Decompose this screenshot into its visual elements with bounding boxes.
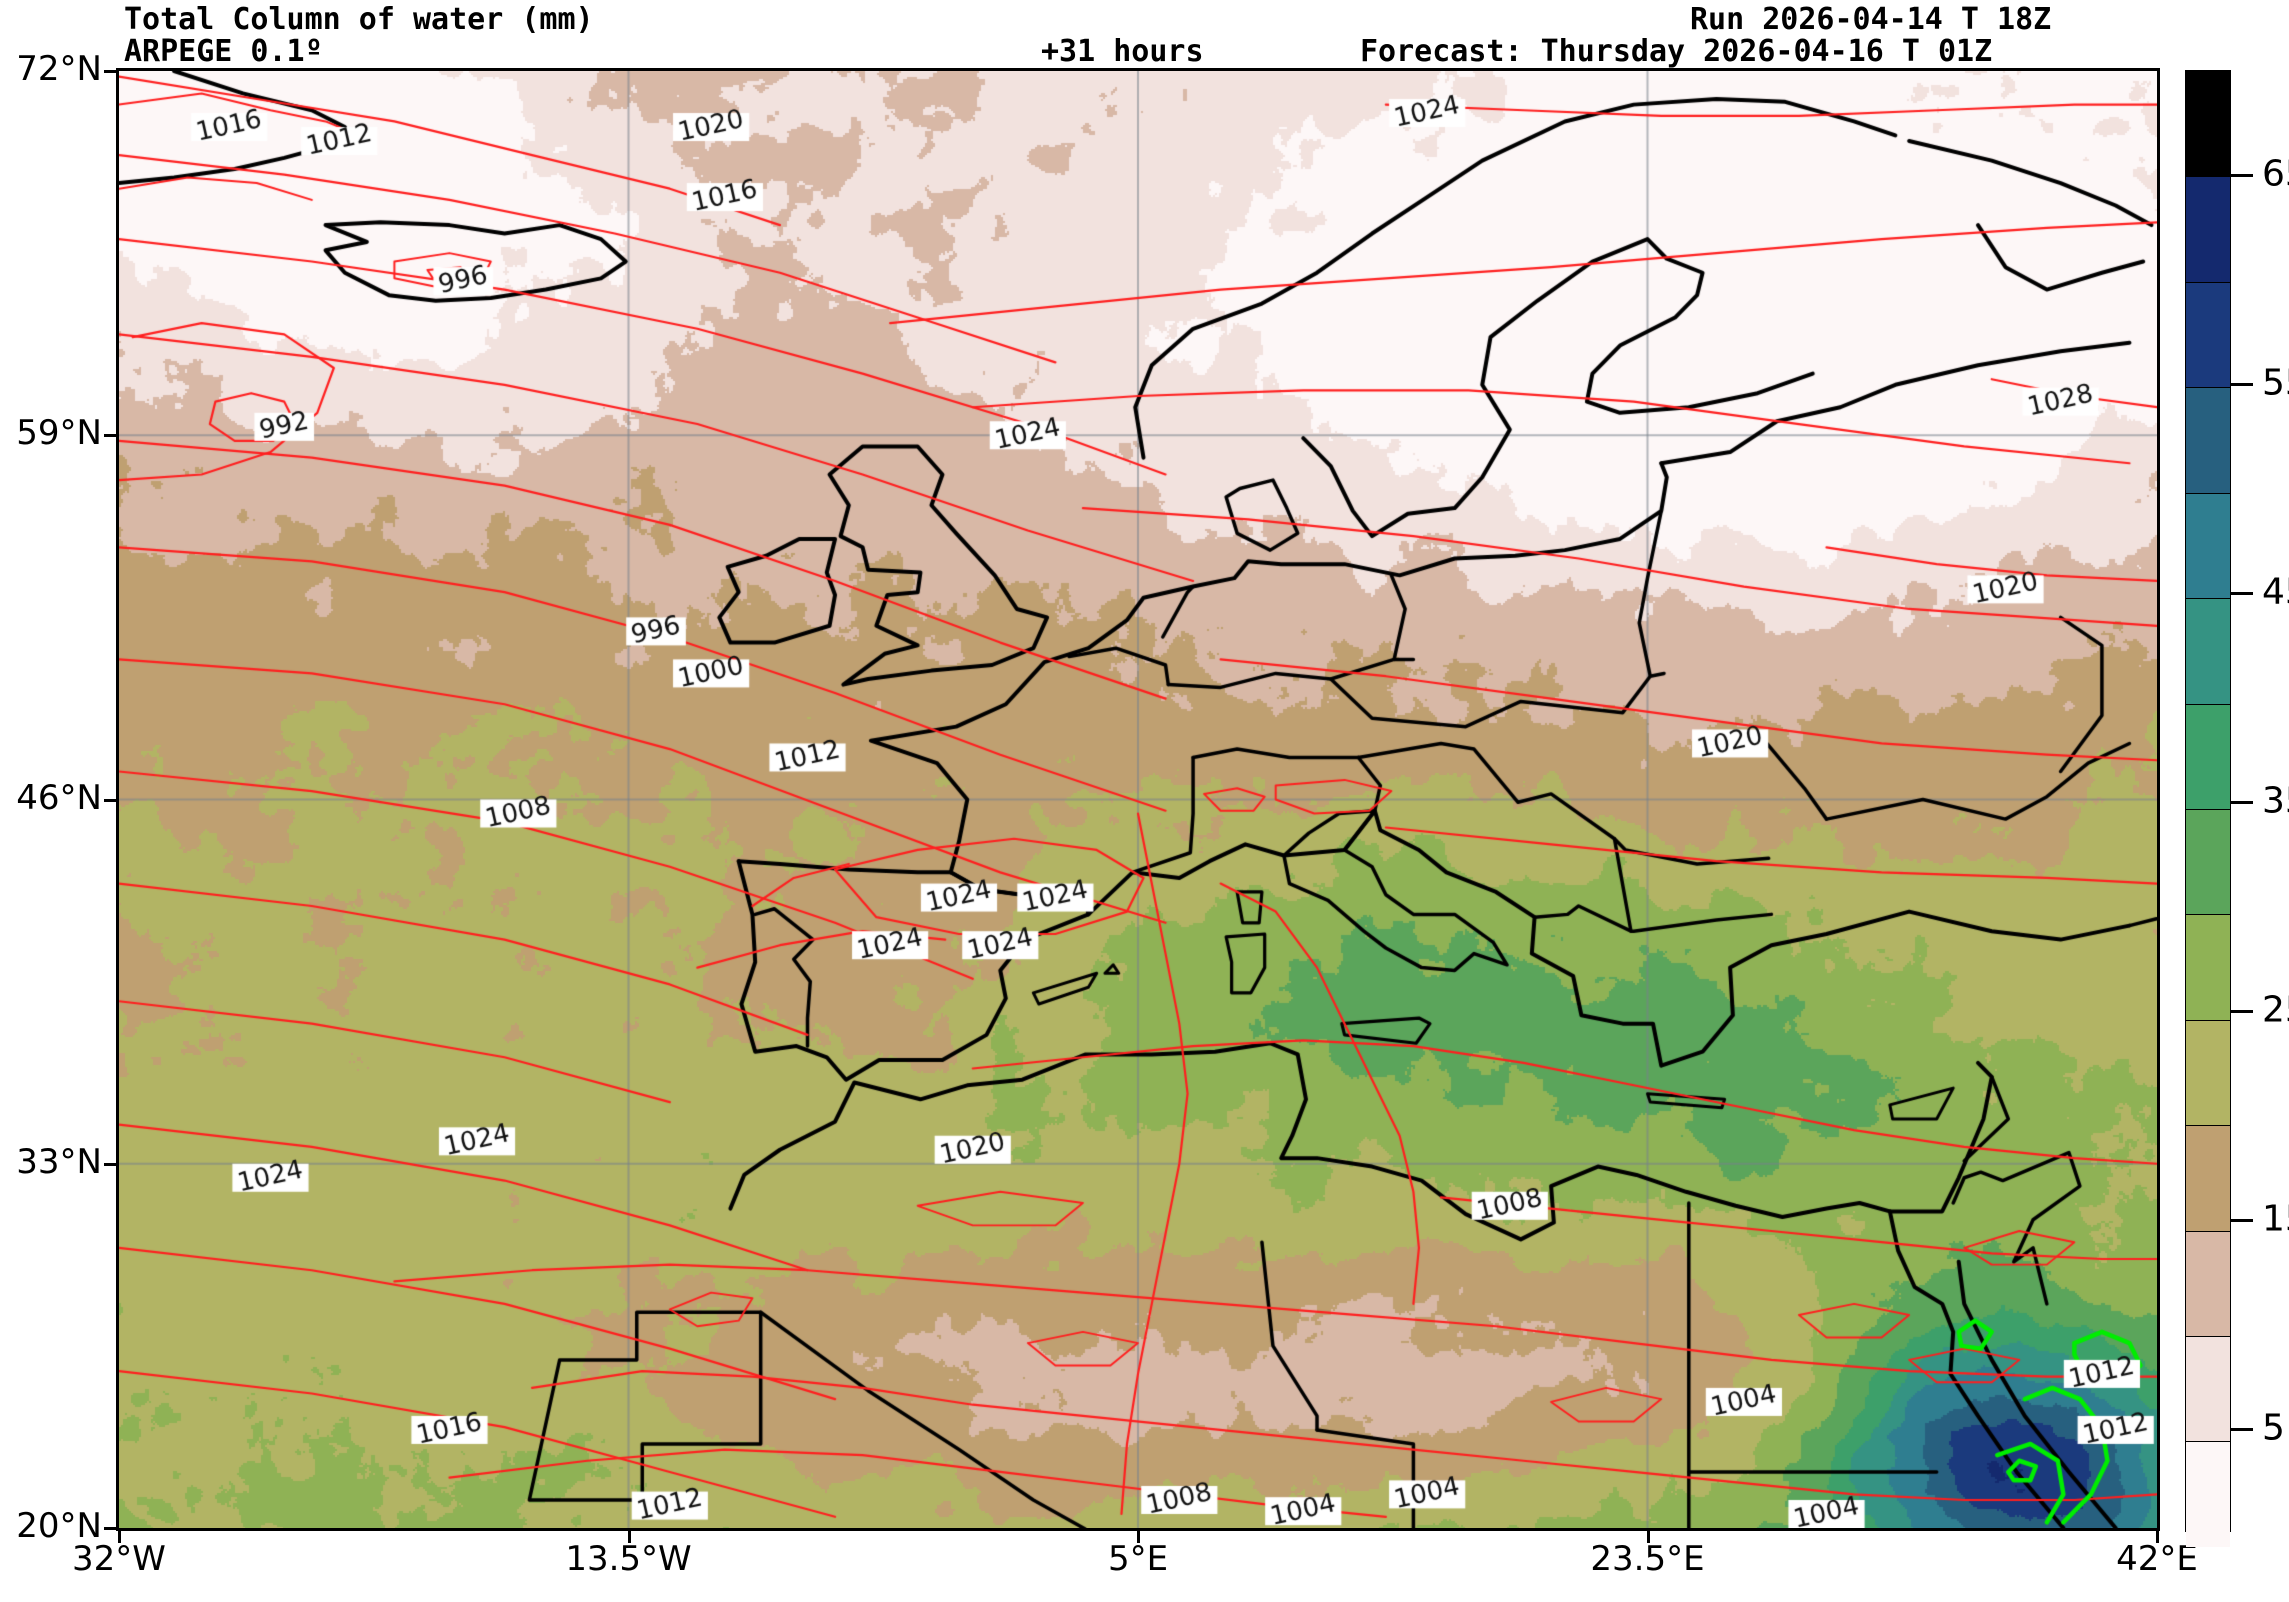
colorbar-band (2186, 598, 2230, 704)
colorbar-tick-label: 5 (2262, 1407, 2285, 1449)
colorbar-tick-label: 45 (2262, 571, 2289, 613)
y-axis-tick (104, 798, 116, 802)
forecast-label: Forecast: Thursday 2026-04-16 T 01Z (1360, 34, 1993, 69)
colorbar-tick (2231, 383, 2253, 387)
colorbar-band (2186, 1441, 2230, 1547)
y-axis-tick (104, 70, 116, 73)
x-axis-tick-label: 23.5°E (1590, 1539, 1705, 1579)
model-label: ARPEGE 0.1º (124, 34, 323, 69)
colorbar-tick-label: 35 (2262, 780, 2289, 822)
x-axis-tick-label: 42°E (2116, 1539, 2198, 1579)
weather-map-canvas[interactable] (119, 71, 2157, 1528)
y-axis-tick (104, 1162, 116, 1166)
colorbar-band (2186, 1019, 2230, 1126)
x-axis-tick (2156, 1531, 2159, 1543)
y-axis-tick (104, 1527, 116, 1530)
colorbar-tick (2231, 1218, 2253, 1222)
colorbar-tick (2231, 174, 2253, 178)
colorbar-band (2186, 1336, 2230, 1442)
colorbar-band (2186, 1230, 2230, 1337)
colorbar-band (2186, 387, 2230, 493)
x-axis-tick (627, 1531, 631, 1543)
y-axis-tick-label: 33°N (16, 1141, 102, 1182)
colorbar-tick (2231, 1427, 2253, 1431)
x-axis-tick-label: 5°E (1107, 1539, 1169, 1579)
colorbar-tick-label: 15 (2262, 1198, 2289, 1240)
colorbar-band (2186, 176, 2230, 282)
map-panel[interactable] (116, 68, 2160, 1531)
colorbar-band (2186, 281, 2230, 388)
y-axis-tick (104, 434, 116, 438)
y-axis-tick-label: 59°N (16, 413, 102, 454)
colorbar-band (2186, 914, 2230, 1020)
x-axis-tick-label: 32°W (72, 1539, 166, 1579)
x-axis-tick (118, 1531, 121, 1543)
colorbar-band (2186, 71, 2230, 177)
colorbar-tick-label: 65 (2262, 153, 2289, 195)
colorbar-tick (2231, 801, 2253, 804)
colorbar-band (2186, 492, 2230, 599)
colorbar-tick (2231, 592, 2253, 596)
y-axis-tick-label: 46°N (16, 777, 102, 818)
colorbar-band (2186, 808, 2230, 915)
colorbar-band (2186, 703, 2230, 809)
y-axis-tick-label: 20°N (16, 1506, 102, 1546)
y-axis-tick-label: 72°N (16, 49, 102, 89)
x-axis-tick (1646, 1531, 1650, 1543)
x-axis-tick-label: 13.5°W (565, 1539, 692, 1579)
colorbar-tick-label: 25 (2262, 989, 2289, 1031)
x-axis-tick (1137, 1531, 1140, 1543)
run-time-label: Run 2026-04-14 T 18Z (1690, 2, 2052, 37)
colorbar (2185, 70, 2231, 1547)
lead-time-label: +31 hours (1041, 34, 1204, 69)
page-title: Total Column of water (mm) (124, 2, 594, 37)
colorbar-tick-label: 55 (2262, 362, 2289, 404)
colorbar-band (2186, 1125, 2230, 1231)
colorbar-tick (2231, 1009, 2253, 1013)
header: Total Column of water (mm) ARPEGE 0.1º +… (0, 0, 2289, 69)
